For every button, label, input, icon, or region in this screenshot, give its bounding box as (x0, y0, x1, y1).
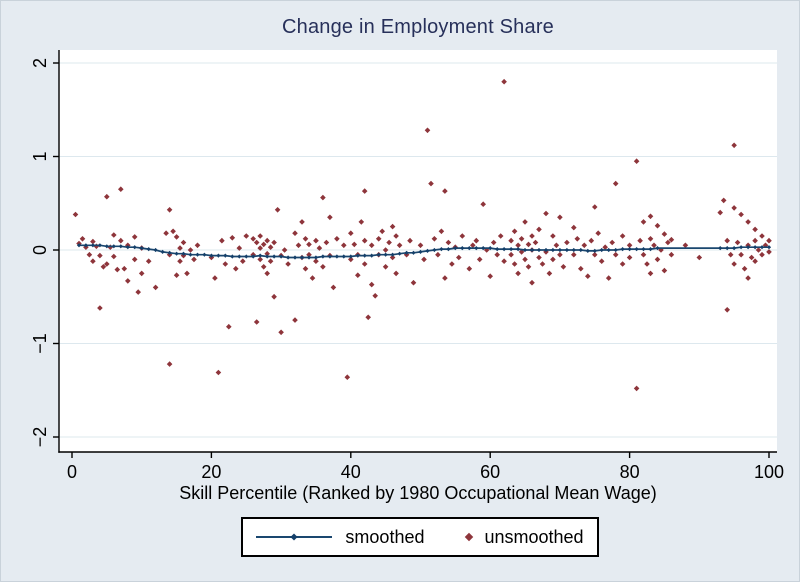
x-tick-label: 0 (67, 462, 77, 482)
x-tick-label: 60 (480, 462, 500, 482)
smoothed-line-icon (256, 533, 333, 541)
legend-label-smoothed: smoothed (345, 526, 425, 547)
x-axis-title: Skill Percentile (Ranked by 1980 Occupat… (179, 483, 657, 503)
y-tick-label: 0 (30, 245, 50, 255)
chart-title: Change in Employment Share (281, 16, 555, 38)
x-tick-label: 80 (620, 462, 640, 482)
x-tick-label: 100 (754, 462, 784, 482)
x-tick-label: 40 (341, 462, 361, 482)
unsmoothed-marker-icon (465, 532, 474, 542)
y-tick-label: 1 (30, 151, 50, 161)
legend-label-unsmoothed: unsmoothed (484, 526, 584, 547)
x-tick-label: 20 (201, 462, 221, 482)
y-tick-label: 2 (30, 58, 50, 68)
y-tick-label: −2 (30, 427, 50, 448)
legend: smoothed unsmoothed (241, 517, 599, 557)
smoothed-marker-icon (290, 533, 298, 541)
y-tick-label: −1 (30, 333, 50, 354)
plot-background (59, 50, 777, 452)
